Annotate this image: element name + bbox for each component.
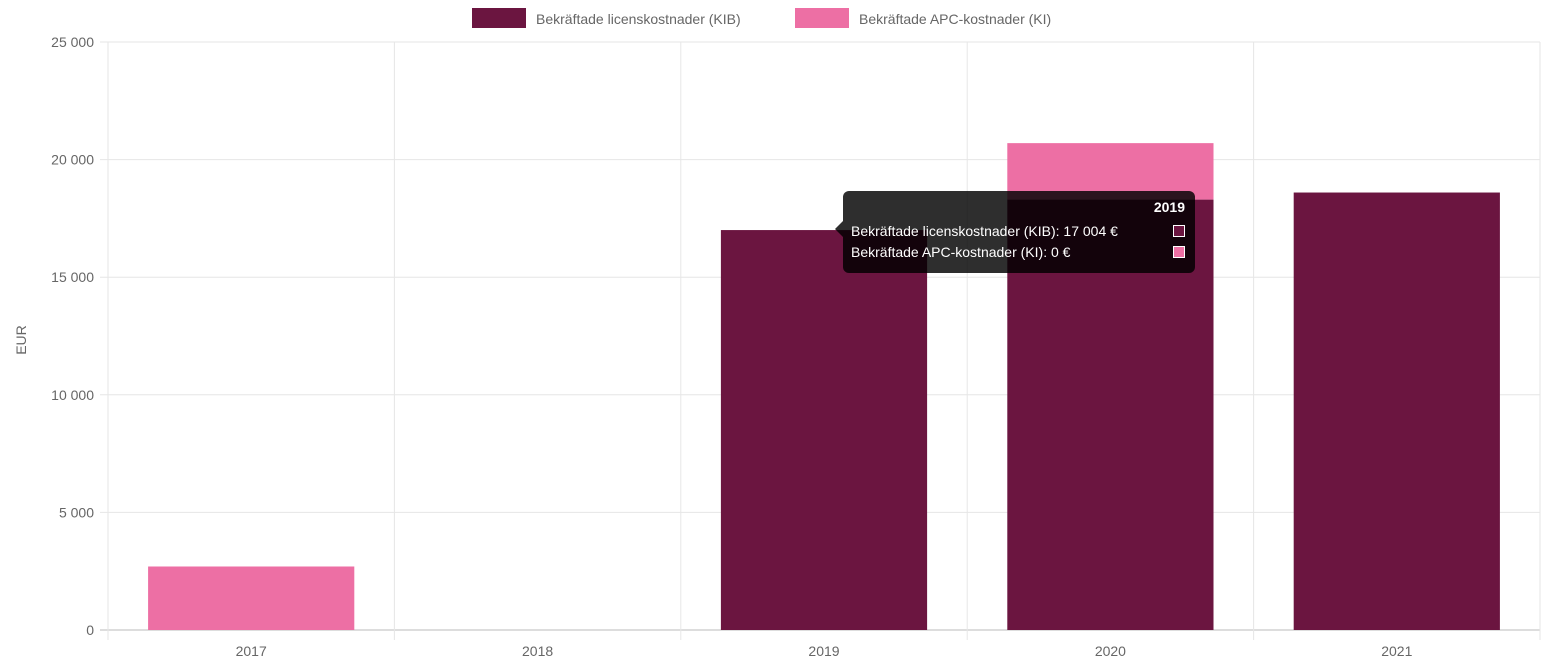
y-axis-ticks: 0 5 000 10 000 15 000 20 000 25 000 <box>51 34 94 638</box>
x-tick-label: 2020 <box>1095 643 1126 659</box>
legend-label-kib[interactable]: Bekräftade licenskostnader (KIB) <box>536 11 741 27</box>
bar-2020-series-1[interactable] <box>1007 143 1214 200</box>
bar-2017-series-1[interactable] <box>148 566 355 630</box>
tooltip-swatch-ki <box>1173 246 1185 258</box>
bar-2021-series-0[interactable] <box>1293 192 1500 630</box>
legend-swatch-ki[interactable] <box>795 8 849 28</box>
x-tick-label: 2018 <box>522 643 553 659</box>
y-tick-label: 20 000 <box>51 152 94 168</box>
y-tick-label: 5 000 <box>59 504 94 520</box>
tooltip-title: 2019 <box>1153 199 1185 215</box>
x-axis-ticks: 2017 2018 2019 2020 2021 <box>236 643 1413 659</box>
tooltip-row-kib: Bekräftade licenskostnader (KIB): 17 004… <box>851 223 1118 239</box>
x-tick-label: 2019 <box>808 643 839 659</box>
legend-label-ki[interactable]: Bekräftade APC-kostnader (KI) <box>859 11 1051 27</box>
x-tick-label: 2017 <box>236 643 267 659</box>
y-tick-label: 0 <box>86 622 94 638</box>
bars[interactable] <box>148 143 1500 631</box>
gridlines <box>100 41 1541 640</box>
y-tick-label: 15 000 <box>51 269 94 285</box>
x-tick-label: 2021 <box>1381 643 1412 659</box>
bar-2019-series-0[interactable] <box>720 230 928 630</box>
legend-swatch-kib[interactable] <box>472 8 526 28</box>
y-axis-title: EUR <box>13 325 29 355</box>
chart-tooltip: 2019 Bekräftade licenskostnader (KIB): 1… <box>835 191 1195 273</box>
y-tick-label: 25 000 <box>51 34 94 50</box>
legend[interactable]: Bekräftade licenskostnader (KIB) Bekräft… <box>472 8 1051 28</box>
tooltip-swatch-kib <box>1173 225 1185 237</box>
tooltip-row-ki: Bekräftade APC-kostnader (KI): 0 € <box>851 244 1071 260</box>
y-tick-label: 10 000 <box>51 387 94 403</box>
